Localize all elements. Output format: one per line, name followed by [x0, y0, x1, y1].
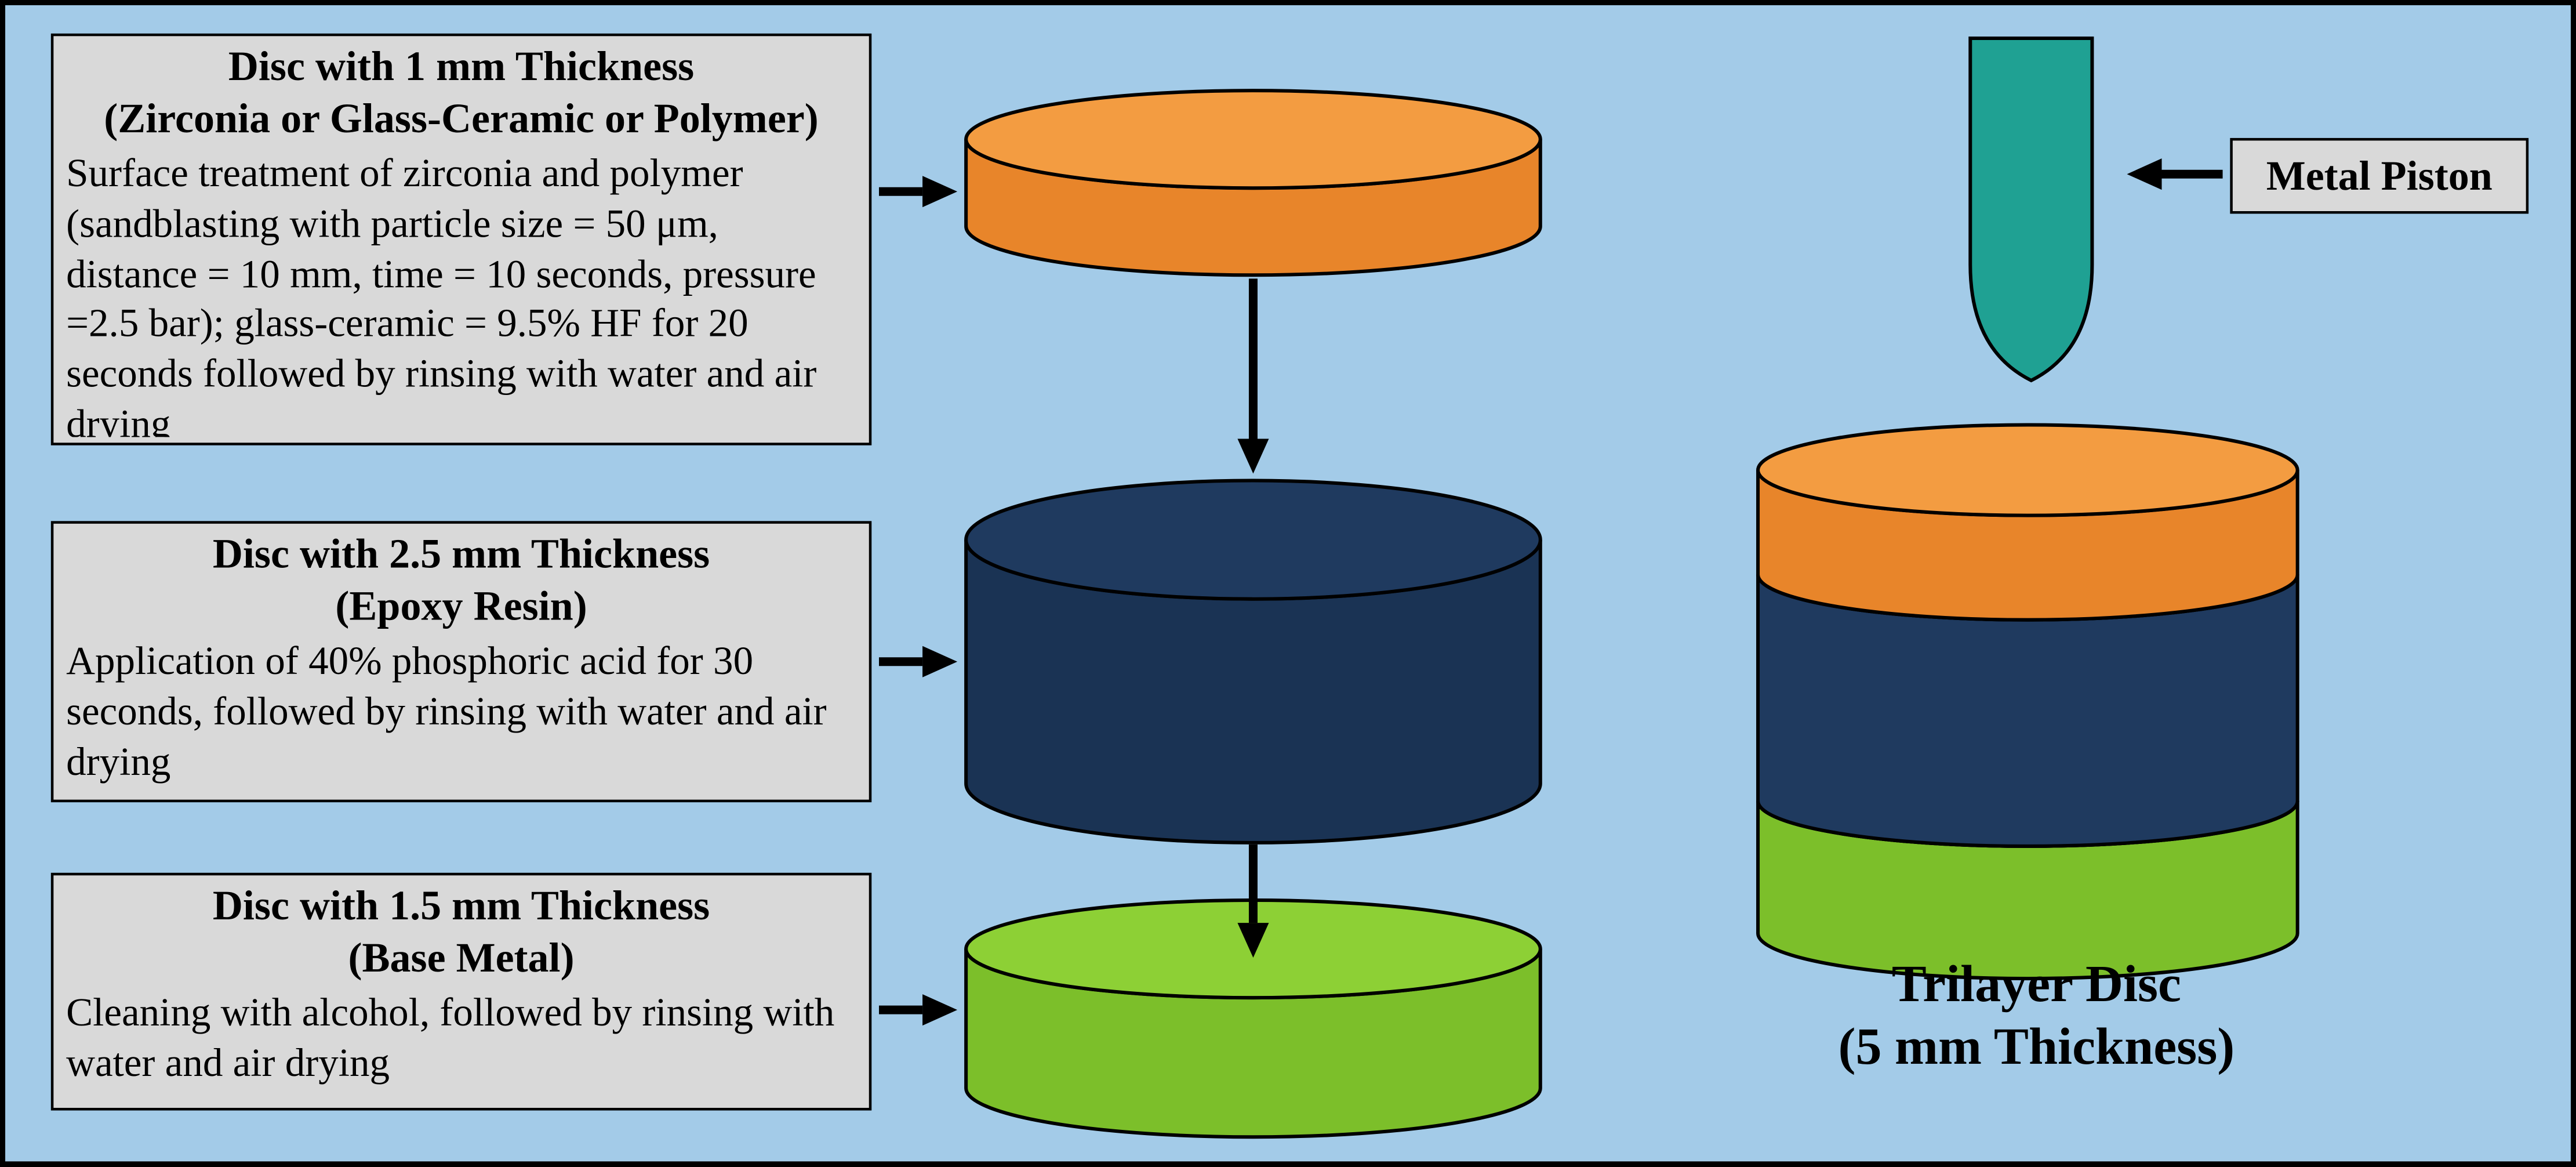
trilayer-stack	[1758, 425, 2298, 979]
disc-top	[966, 90, 1540, 275]
trilayer-diagram: Disc with 1 mm Thickness(Zirconia or Gla…	[0, 0, 2576, 1166]
textbox-disc3-subtitle: (Base Metal)	[66, 933, 856, 985]
textbox-disc3-body: Cleaning with alcohol, followed by rinsi…	[66, 989, 856, 1089]
textbox-disc2: Disc with 2.5 mm Thickness(Epoxy Resin)A…	[52, 523, 870, 801]
metal-piston	[1970, 38, 2092, 380]
textbox-disc2-title: Disc with 2.5 mm Thickness	[66, 530, 856, 582]
trilayer-label-line2: (5 mm Thickness)	[1838, 1019, 2235, 1076]
trilayer-label-line1: Trilayer Disc	[1892, 955, 2181, 1013]
disc-middle	[966, 481, 1540, 843]
textbox-disc1-body: Surface treatment of zirconia and polyme…	[66, 150, 856, 437]
stack-top	[1758, 425, 2298, 620]
textbox-disc2-subtitle: (Epoxy Resin)	[66, 582, 856, 634]
textbox-disc3: Disc with 1.5 mm Thickness(Base Metal)Cl…	[52, 874, 870, 1109]
textbox-disc3-title: Disc with 1.5 mm Thickness	[66, 881, 856, 933]
textbox-disc1: Disc with 1 mm Thickness(Zirconia or Gla…	[52, 35, 870, 444]
textbox-disc1-title: Disc with 1 mm Thickness	[66, 42, 856, 94]
textbox-disc2-body: Application of 40% phosphoric acid for 3…	[66, 637, 856, 788]
piston-label-text: Metal Piston	[2266, 153, 2493, 200]
piston-label: Metal Piston	[2232, 139, 2527, 212]
textbox-disc1-subtitle: (Zirconia or Glass-Ceramic or Polymer)	[66, 94, 856, 146]
